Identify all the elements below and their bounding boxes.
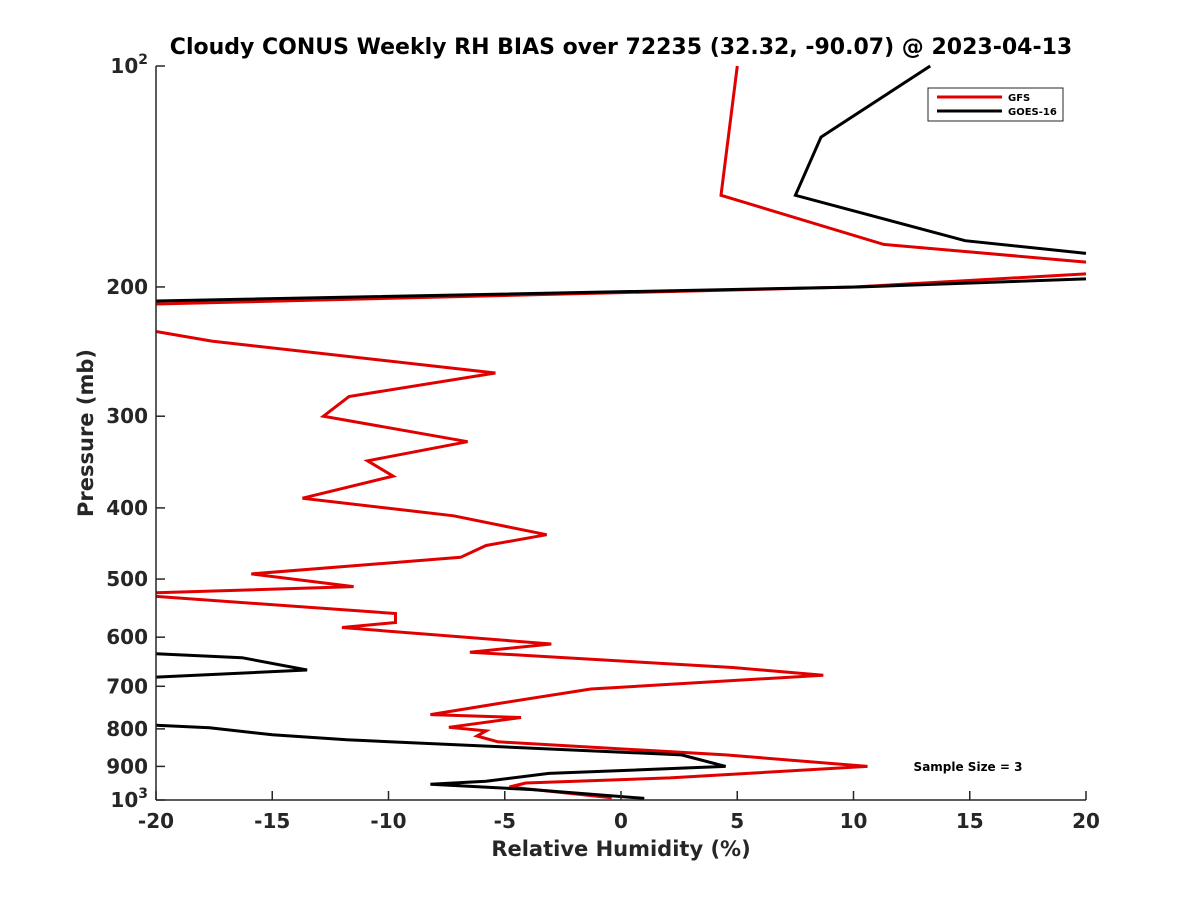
y-tick-label: 600 — [106, 625, 148, 649]
legend-box — [927, 87, 1064, 122]
series-line-segment — [155, 594, 868, 800]
series-line-segment — [719, 65, 1087, 264]
x-tick-label: -20 — [138, 809, 174, 833]
y-tick-label: 103 — [110, 786, 148, 812]
y-tick-label: 900 — [106, 754, 148, 778]
legend: GFS GOES-16 — [927, 87, 1064, 122]
legend-label: GOES-16 — [1008, 107, 1057, 118]
y-tick-label: 400 — [106, 496, 148, 520]
y-axis-label: Pressure (mb) — [74, 349, 98, 517]
x-tick-label: 5 — [730, 809, 744, 833]
series-line-segment — [155, 723, 726, 800]
plot-area — [156, 66, 1086, 800]
x-tick-label: 0 — [614, 809, 628, 833]
sample-size-annotation: Sample Size = 3 — [914, 760, 1023, 774]
x-ticks: -20 -15 -10 -5 0 5 10 15 20 — [138, 791, 1100, 833]
series-line-segment — [793, 64, 1087, 255]
series-layer — [155, 64, 1087, 800]
legend-label: GFS — [1008, 93, 1030, 104]
x-tick-label: -10 — [370, 809, 406, 833]
x-tick-label: -15 — [254, 809, 290, 833]
series-line-segment — [155, 277, 1087, 303]
x-tick-label: -5 — [494, 809, 516, 833]
x-tick-label: 10 — [840, 809, 868, 833]
chart-title: Cloudy CONUS Weekly RH BIAS over 72235 (… — [170, 35, 1072, 60]
y-tick-label: 500 — [106, 567, 148, 591]
series-line-segment — [155, 330, 547, 595]
y-ticks: 102 200 300 400 500 600 700 800 900 103 — [106, 52, 165, 812]
y-tick-label: 300 — [106, 404, 148, 428]
y-tick-label: 102 — [110, 52, 148, 78]
series-line-segment — [155, 652, 308, 679]
y-tick-label: 200 — [106, 275, 148, 299]
y-tick-label: 800 — [106, 717, 148, 741]
y-tick-label: 700 — [106, 674, 148, 698]
x-tick-label: 15 — [956, 809, 984, 833]
x-axis-label: Relative Humidity (%) — [491, 837, 750, 861]
x-tick-label: 20 — [1072, 809, 1100, 833]
series-goes-16 — [155, 64, 1087, 800]
